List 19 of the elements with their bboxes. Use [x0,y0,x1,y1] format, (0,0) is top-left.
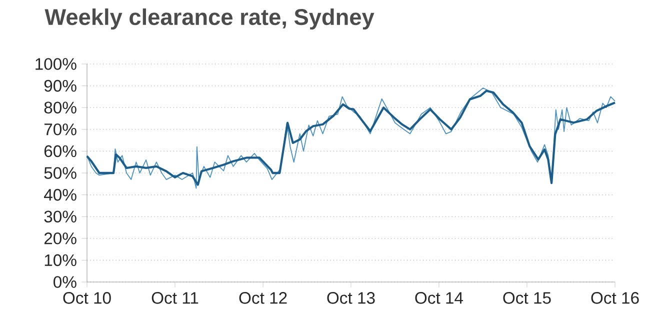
chart-title: Weekly clearance rate, Sydney [44,8,374,30]
y-tick-label: 30% [44,210,76,223]
x-tick-label: Oct 10 [63,292,111,304]
x-tick-label: Oct 12 [239,292,287,304]
y-tick-label: 70% [44,124,76,136]
y-tick-label: 90% [44,80,76,92]
x-tick-label: Oct 15 [503,292,551,304]
y-tick-label: 60% [44,145,76,158]
x-tick-label: Oct 11 [152,292,198,304]
y-tick-label: 10% [44,254,76,266]
x-tick-label: Oct 13 [327,292,375,304]
y-tick-label: 20% [44,232,76,244]
y-tick-label: 0% [54,276,76,288]
y-tick-label: 80% [44,102,76,114]
y-tick-label: 100% [36,58,76,70]
x-tick-label: Oct 16 [591,292,639,304]
y-tick-label: 50% [44,167,76,179]
x-tick-label: Oct 14 [415,292,464,304]
y-tick-label: 40% [44,188,76,201]
